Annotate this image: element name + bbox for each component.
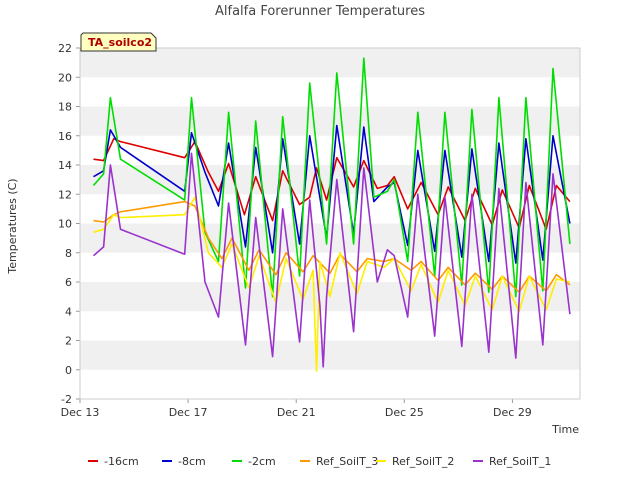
tag-box: TA_soilco2 xyxy=(80,32,157,52)
series-line-ref-soilt-2 xyxy=(93,196,571,372)
y-axis-ticks: -2 0 2 4 6 8 10 12 14 16 18 20 22 xyxy=(58,42,80,406)
x-axis-label: Time xyxy=(551,423,579,436)
legend-label: Ref_SoilT_2 xyxy=(392,455,454,468)
y-tick-label: 22 xyxy=(58,42,72,55)
y-tick-label: 12 xyxy=(58,188,72,201)
y-tick-label: 16 xyxy=(58,130,72,143)
series-line-ref-soilt-1 xyxy=(92,152,571,368)
y-tick-label: 4 xyxy=(65,305,72,318)
y-tick-label: -2 xyxy=(61,393,72,406)
legend-label: Ref_SoilT_3 xyxy=(316,455,378,468)
plot-frame xyxy=(79,47,581,400)
x-axis-ticks: Dec 13 Dec 17 Dec 21 Dec 25 Dec 29 xyxy=(61,399,532,419)
x-tick-label: Dec 17 xyxy=(169,406,208,419)
plot-background xyxy=(80,48,580,399)
legend-label: -2cm xyxy=(248,455,276,468)
series-lines xyxy=(92,57,571,372)
legend-label: -8cm xyxy=(178,455,206,468)
legend: -16cm -8cm -2cm Ref_SoilT_3 Ref_SoilT_2 Ref_S… xyxy=(88,455,551,468)
x-tick-label: Dec 25 xyxy=(385,406,424,419)
grid-band xyxy=(80,340,580,370)
y-tick-label: 6 xyxy=(65,276,72,289)
series-line--2cm xyxy=(92,57,571,298)
y-tick-label: 2 xyxy=(65,335,72,348)
grid-band xyxy=(80,106,580,136)
series-line--16cm xyxy=(93,137,571,231)
y-tick-label: 18 xyxy=(58,101,72,114)
chart-title: Alfalfa Forerunner Temperatures xyxy=(215,4,425,19)
y-tick-label: 0 xyxy=(65,364,72,377)
y-axis-label: Temperatures (C) xyxy=(6,178,19,274)
legend-label: -16cm xyxy=(104,455,139,468)
x-tick-label: Dec 29 xyxy=(493,406,532,419)
x-tick-label: Dec 21 xyxy=(277,406,316,419)
legend-label: Ref_SoilT_1 xyxy=(489,455,551,468)
grid-band xyxy=(80,48,580,78)
x-tick-label: Dec 13 xyxy=(61,406,100,419)
y-tick-label: 10 xyxy=(58,218,72,231)
y-tick-label: 8 xyxy=(65,247,72,260)
y-tick-label: 20 xyxy=(58,71,72,84)
y-tick-label: 14 xyxy=(58,159,72,172)
tag-label: TA_soilco2 xyxy=(88,36,152,49)
